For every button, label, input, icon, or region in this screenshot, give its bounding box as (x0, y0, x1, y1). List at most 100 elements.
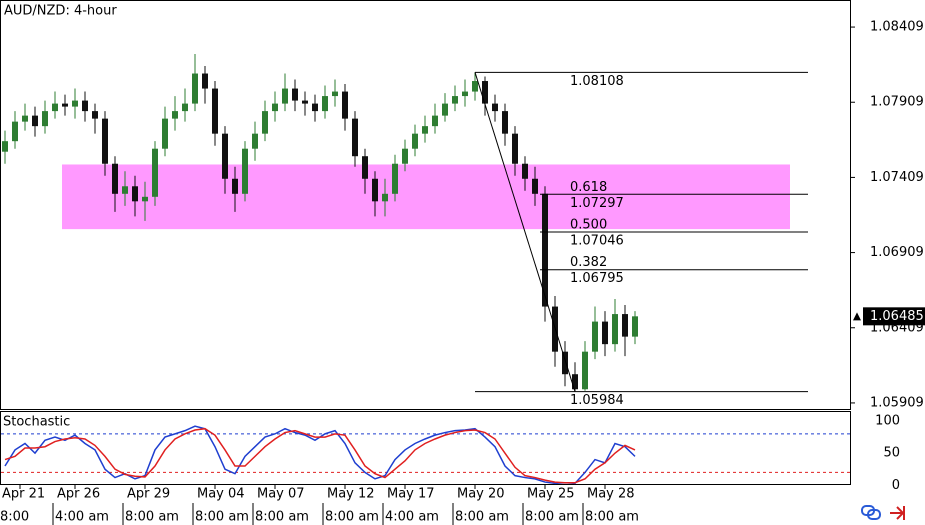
candle-body (582, 351, 588, 390)
candle-body (132, 186, 138, 202)
candle-body (532, 178, 538, 194)
candle-body (492, 103, 498, 112)
x-tick-label: May 07 (257, 487, 305, 502)
candle-body (72, 100, 78, 107)
last-price-tag (863, 307, 925, 326)
stoch-title-bg (1, 412, 71, 431)
x-tick-label: May 25 (527, 487, 575, 502)
candle-body (622, 314, 628, 337)
candle-body (612, 314, 618, 345)
x-time-label: 8:00 am (255, 510, 309, 525)
fib-ratio: 0.500 (570, 217, 607, 232)
fib-ratio: 0.382 (570, 255, 607, 270)
x-tick-label: May 20 (457, 487, 505, 502)
fib-ratio: 0.618 (570, 180, 607, 195)
candle-body (632, 316, 638, 337)
candle-body (442, 103, 448, 116)
x-tick-label: Apr 21 (2, 487, 45, 502)
candle-body (312, 103, 318, 112)
candle-body (362, 156, 368, 179)
candle-body (572, 374, 578, 390)
candle-body (282, 88, 288, 104)
fib-price: 1.07297 (570, 196, 624, 211)
x-time-label: 8:00 (0, 510, 29, 525)
candle-body (42, 111, 48, 127)
candle-body (262, 111, 268, 134)
x-time-label: 8:00 am (455, 510, 509, 525)
fib-price: 1.08108 (570, 74, 624, 89)
candle-body (382, 193, 388, 202)
candle-body (332, 91, 338, 97)
candle-body (342, 91, 348, 119)
x-tick-label: May 12 (327, 487, 375, 502)
stoch-tick-label: 100 (875, 414, 900, 429)
x-tick-label: Apr 29 (127, 487, 170, 502)
candle-body (52, 103, 58, 112)
candle-body (392, 163, 398, 194)
title-bg (1, 1, 123, 20)
candle-body (202, 73, 208, 89)
candle-body (12, 121, 18, 142)
candle-body (402, 148, 408, 164)
chart-title: AUD/NZD: 4-hour (4, 4, 117, 19)
candle-body (142, 196, 148, 202)
candle-body (192, 73, 198, 104)
candle-body (22, 115, 28, 122)
candle-body (322, 96, 328, 112)
y-tick-label: 1.06909 (870, 245, 924, 260)
candle-body (172, 111, 178, 119)
x-time-label: 8:00 am (585, 510, 639, 525)
fib-price: 1.05984 (570, 393, 624, 408)
candle-body (472, 81, 478, 92)
candle-body (352, 118, 358, 157)
candle-body (592, 321, 598, 352)
candle-body (102, 118, 108, 164)
candle-body (2, 141, 8, 152)
candle-body (452, 96, 458, 104)
candle-body (222, 133, 228, 179)
stoch-tick-label: 0 (892, 478, 900, 493)
x-tick-label: May 04 (197, 487, 245, 502)
candle-body (482, 81, 488, 104)
candle-body (252, 133, 258, 149)
y-tick-label: 1.05909 (870, 395, 924, 410)
candle-body (562, 351, 568, 375)
y-tick-label: 1.07909 (870, 95, 924, 110)
candle-body (62, 103, 68, 107)
candle-body (182, 103, 188, 112)
candle-body (422, 126, 428, 134)
y-tick-label: 1.07409 (870, 170, 924, 185)
x-tick-label: Apr 26 (57, 487, 100, 502)
candle-body (32, 115, 38, 127)
x-time-label: 8:00 am (125, 510, 179, 525)
candle-body (212, 88, 218, 134)
candle-body (152, 148, 158, 197)
x-time-label: 8:00 am (325, 510, 379, 525)
stoch-line (4, 427, 636, 484)
last-price-arrow (853, 312, 861, 321)
candle-body (512, 133, 518, 164)
candle-body (302, 100, 308, 104)
candle-body (112, 163, 118, 194)
x-time-label: 8:00 am (525, 510, 579, 525)
candle-body (242, 148, 248, 194)
x-time-label: 8:00 am (195, 510, 249, 525)
x-tick-label: May 17 (387, 487, 435, 502)
candle-body (372, 178, 378, 202)
candle-body (502, 111, 508, 134)
candle-body (162, 118, 168, 149)
candle-body (602, 321, 608, 345)
candle-body (122, 186, 128, 194)
stochastic-panel (0, 411, 851, 485)
candle-body (292, 88, 298, 101)
x-tick-label: May 28 (587, 487, 635, 502)
stochastic-title: Stochastic (3, 415, 70, 430)
fib-price: 1.07046 (570, 233, 624, 248)
candle-body (432, 115, 438, 127)
candle-body (232, 178, 238, 194)
candle-body (82, 100, 88, 112)
fib-price: 1.06795 (570, 271, 624, 286)
y-tick-label: 1.08409 (870, 20, 924, 35)
